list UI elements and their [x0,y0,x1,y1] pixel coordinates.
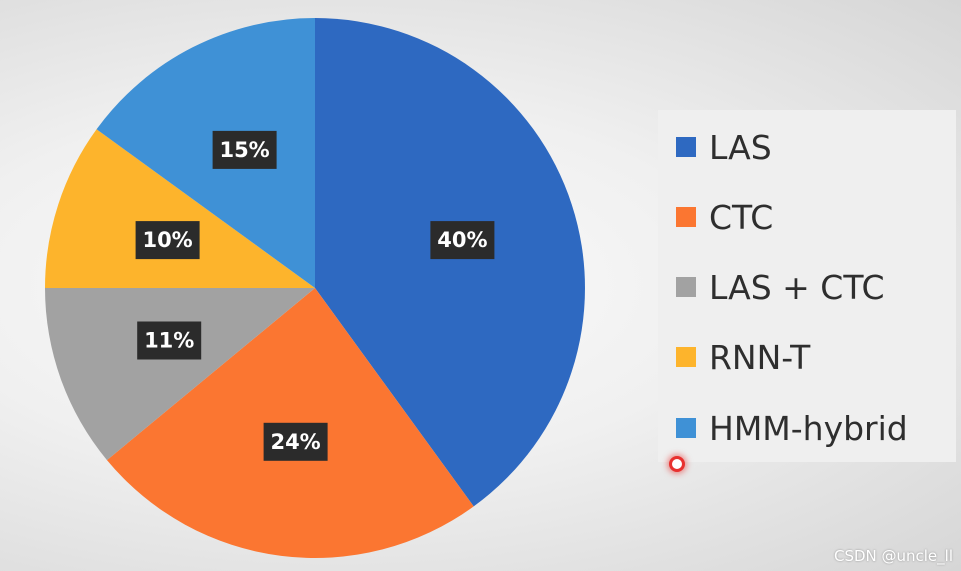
pie-data-labels: 40% 24% 11% 10% 15% [135,130,495,461]
data-label-text: 15% [219,138,269,162]
legend-label-hmm-hybrid: HMM-hybrid [709,408,908,448]
legend-item-rnn-t: RNN-T [676,335,810,379]
legend-item-las-ctc: LAS + CTC [676,265,885,309]
data-label-ctc: 24% [263,422,328,461]
chart-legend: LAS CTC LAS + CTC RNN-T HMM-hybrid [658,110,956,462]
data-label-box [263,422,328,461]
data-label-box [137,321,202,360]
legend-swatch-rnn-t [676,347,696,367]
data-label-box [212,130,277,169]
legend-label-las-ctc: LAS + CTC [709,267,885,307]
legend-item-ctc: CTC [676,195,773,239]
legend-label-ctc: CTC [709,197,774,237]
pie-slice-las-ctc [45,288,315,461]
pie-slice-hmm-hybrid [96,18,315,288]
data-label-hmm-hybrid: 15% [212,130,277,169]
legend-label-rnn-t: RNN-T [709,337,811,377]
data-label-rnn-t: 10% [135,221,200,260]
legend-swatch-hmm-hybrid [676,418,696,438]
pie-slice-rnn-t [45,129,315,288]
legend-swatch-las [676,137,696,157]
data-label-las: 40% [430,221,495,260]
legend-swatch-ctc [676,207,696,227]
legend-item-las: LAS [676,125,772,169]
mouse-cursor-indicator [669,456,685,472]
pie-slice-las [315,18,585,507]
data-label-box [135,221,200,260]
data-label-text: 40% [437,228,487,252]
legend-item-hmm-hybrid: HMM-hybrid [676,406,908,450]
watermark: CSDN @uncle_ll [833,547,953,565]
data-label-text: 24% [270,430,320,454]
data-label-las-ctc: 11% [137,321,202,360]
data-label-text: 10% [142,228,192,252]
legend-swatch-las-ctc [676,277,696,297]
data-label-box [430,221,495,260]
data-label-text: 11% [144,329,194,353]
pie-slices [45,18,585,558]
legend-label-las: LAS [709,127,772,167]
